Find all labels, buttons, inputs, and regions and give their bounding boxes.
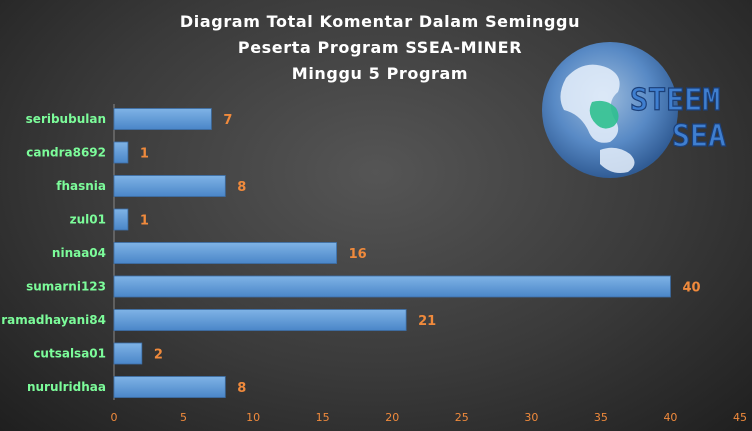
- bar-ninaa04: [113, 242, 337, 264]
- bar-series: [113, 108, 671, 398]
- chart-title: Diagram Total Komentar Dalam Seminggu Pe…: [180, 12, 580, 83]
- category-labels: seribubulan candra8692 fhasnia zul01 ninaa04…: [1, 112, 106, 394]
- bar-zul01: [113, 208, 129, 231]
- x-tick-label-40: 40: [663, 411, 677, 424]
- category-label-cutsalsa01: cutsalsa01: [33, 347, 106, 361]
- value-label-cutsalsa01: 2: [154, 348, 163, 363]
- category-label-nurulridhaa: nurulridhaa: [27, 380, 106, 394]
- category-label-seribubulan: seribubulan: [26, 112, 106, 126]
- value-label-seribubulan: 7: [223, 113, 232, 128]
- bar-sumarni123: [113, 275, 671, 298]
- x-tick-label-25: 25: [455, 411, 469, 424]
- chart-title-line-1: Diagram Total Komentar Dalam Seminggu: [180, 12, 580, 31]
- logo-text-line-1: STEEM: [630, 83, 720, 118]
- value-label-candra8692: 1: [140, 147, 149, 162]
- category-label-fhasnia: fhasnia: [56, 179, 106, 193]
- steem-sea-logo: STEEM SEA: [542, 42, 727, 178]
- bar-ramadhayani84: [113, 309, 407, 331]
- chart-title-line-3: Minggu 5 Program: [292, 64, 468, 83]
- category-label-sumarni123: sumarni123: [26, 280, 106, 294]
- x-tick-label-10: 10: [246, 411, 260, 424]
- x-tick-label-30: 30: [524, 411, 538, 424]
- x-axis-ticks: 0 5 10 15 20 25 30 35 40 45: [111, 411, 748, 424]
- bar-cutsalsa01: [113, 342, 143, 365]
- value-label-nurulridhaa: 8: [237, 381, 246, 396]
- category-label-ninaa04: ninaa04: [52, 246, 106, 260]
- x-tick-label-15: 15: [316, 411, 330, 424]
- category-label-zul01: zul01: [70, 213, 106, 227]
- value-labels: 7 1 8 1 16 40 21 2 8: [140, 113, 701, 396]
- x-tick-label-35: 35: [594, 411, 608, 424]
- value-label-fhasnia: 8: [237, 180, 246, 195]
- category-label-candra8692: candra8692: [26, 146, 106, 160]
- x-tick-label-0: 0: [111, 411, 118, 424]
- chart-title-line-2: Peserta Program SSEA-MINER: [238, 38, 522, 57]
- region-highlight-icon: [589, 100, 619, 129]
- bar-nurulridhaa: [113, 376, 226, 398]
- bar-candra8692: [113, 141, 129, 164]
- x-tick-label-20: 20: [385, 411, 399, 424]
- bar-fhasnia: [113, 175, 226, 197]
- logo-text-line-2: SEA: [672, 119, 726, 154]
- x-tick-label-5: 5: [180, 411, 187, 424]
- x-tick-label-45: 45: [733, 411, 747, 424]
- value-label-zul01: 1: [140, 214, 149, 229]
- value-label-sumarni123: 40: [682, 281, 700, 296]
- category-label-ramadhayani84: ramadhayani84: [1, 313, 106, 327]
- value-label-ninaa04: 16: [349, 247, 367, 262]
- bar-seribubulan: [113, 108, 212, 130]
- value-label-ramadhayani84: 21: [418, 314, 436, 329]
